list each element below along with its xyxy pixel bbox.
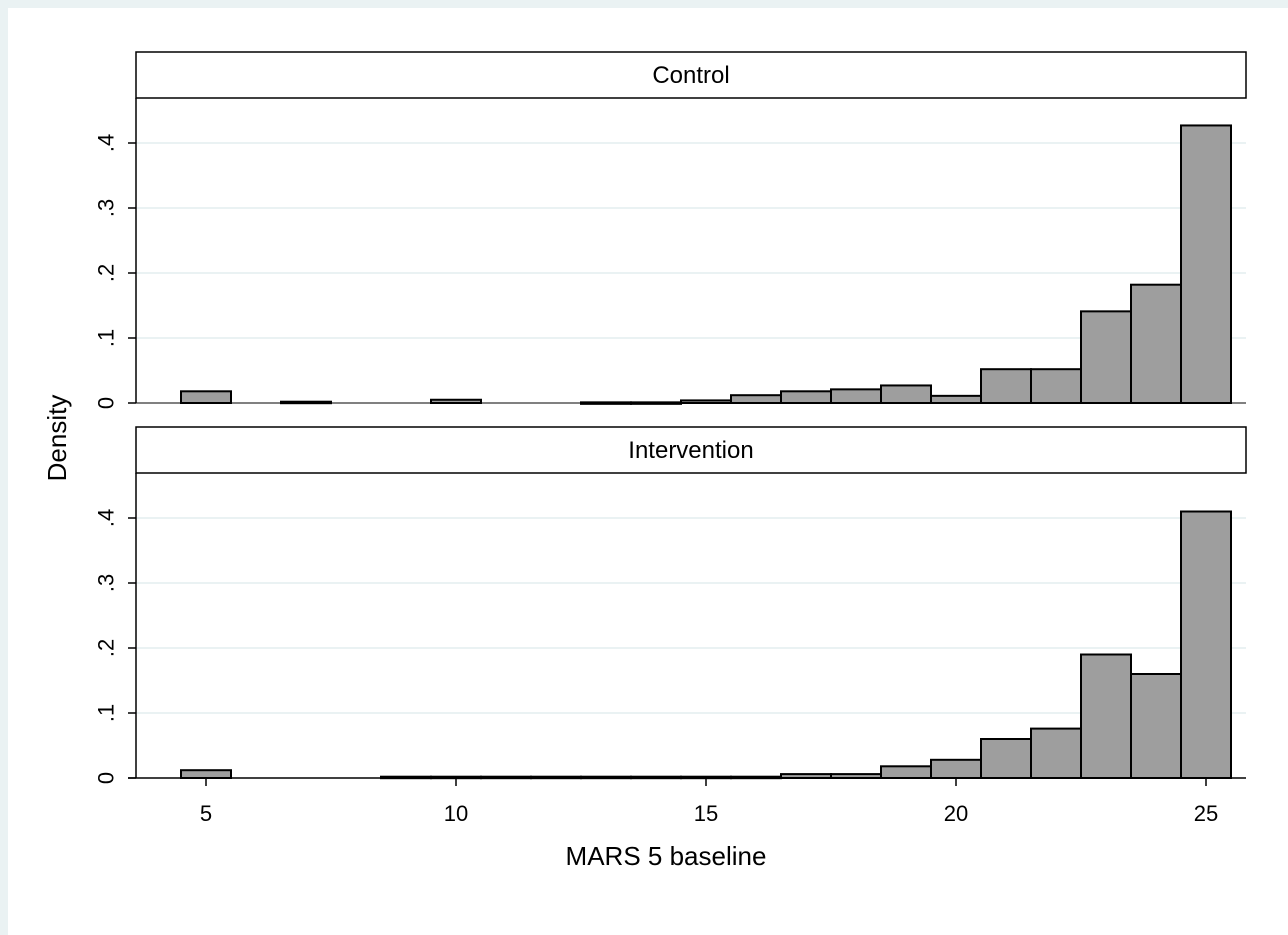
facet-label: Intervention	[628, 437, 753, 464]
x-axis-title: MARS 5 baseline	[566, 841, 767, 871]
panel-control: Control 0 .1 .2 .3 .4	[94, 51, 1247, 409]
x-tick-label: 15	[694, 801, 718, 826]
y-axis-title: Density	[42, 395, 72, 482]
histogram-bar	[1030, 368, 1082, 405]
facet-strip	[135, 426, 1247, 474]
x-tick-label: 5	[200, 801, 212, 826]
histogram-bar	[930, 758, 982, 779]
histogram-bar	[1130, 283, 1182, 405]
histogram-bar	[930, 394, 982, 405]
y-tick-label: .2	[94, 639, 119, 657]
x-tick-label: 10	[444, 801, 468, 826]
x-tick-label: 20	[944, 801, 968, 826]
histogram-bar	[980, 738, 1032, 779]
facet-strip	[135, 51, 1247, 99]
y-tick-label: .4	[94, 509, 119, 527]
y-tick-label: .2	[94, 264, 119, 282]
histogram-bar	[730, 394, 782, 405]
y-tick-label: .3	[94, 199, 119, 217]
histogram-bar	[880, 765, 932, 779]
x-tick-label: 25	[1194, 801, 1218, 826]
histogram-bar	[180, 769, 232, 780]
histogram-bar	[1180, 510, 1232, 779]
panel-intervention: Intervention 0 .1 .2 .3 .4	[94, 426, 1247, 784]
histogram-bar	[1080, 310, 1132, 405]
histogram-bar	[780, 390, 832, 404]
histogram-bar	[830, 388, 882, 405]
y-tick-label: .1	[94, 704, 119, 722]
histogram-bar	[1130, 673, 1182, 779]
histogram-bar	[1080, 653, 1132, 779]
histogram-bar	[880, 384, 932, 405]
histogram-bar	[180, 390, 232, 404]
y-tick-label: .4	[94, 134, 119, 152]
y-tick-label: .1	[94, 329, 119, 347]
facet-label: Control	[652, 62, 729, 89]
y-tick-label: .3	[94, 574, 119, 592]
histogram-bar	[980, 368, 1032, 405]
histogram-bar	[1030, 727, 1082, 779]
y-tick-label: 0	[94, 397, 119, 409]
y-tick-label: 0	[94, 772, 119, 784]
histogram-bar	[1180, 124, 1232, 404]
